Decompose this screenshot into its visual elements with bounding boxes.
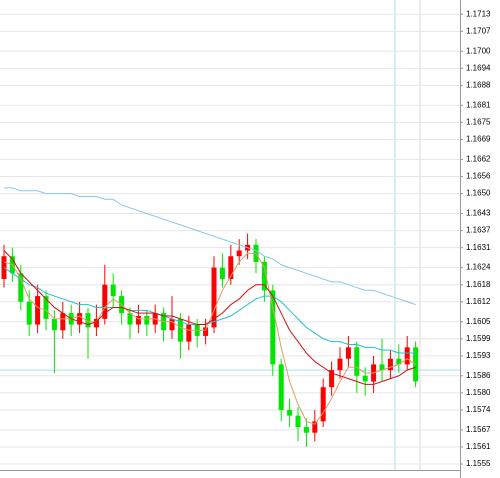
candle-body xyxy=(387,358,393,371)
moving-average xyxy=(4,187,416,306)
candle-body xyxy=(261,261,267,291)
candle-body xyxy=(303,427,309,433)
moving-average xyxy=(3,267,416,354)
y-tick-label: 1.1700 xyxy=(466,46,491,55)
candle-body xyxy=(329,370,335,388)
candle-body xyxy=(270,290,276,365)
candle-body xyxy=(18,273,24,302)
candle-body xyxy=(236,250,242,257)
candle-body xyxy=(219,267,225,279)
y-tick-label: 1.1707 xyxy=(466,26,491,35)
candle-body xyxy=(51,318,57,331)
y-tick-label: 1.1662 xyxy=(466,155,491,164)
y-tick-label: 1.1567 xyxy=(466,425,491,434)
candle-body xyxy=(396,358,402,365)
candle-body xyxy=(404,347,410,365)
y-tick-label: 1.1631 xyxy=(466,243,491,252)
candle-body xyxy=(60,313,66,331)
candle-body xyxy=(127,313,133,325)
moving-average xyxy=(3,252,416,425)
candle-body xyxy=(43,296,49,319)
y-tick-label: 1.1612 xyxy=(466,297,491,306)
candle-body xyxy=(278,364,284,410)
candle-body xyxy=(379,364,385,371)
y-tick-label: 1.1605 xyxy=(466,317,491,326)
candle-body xyxy=(295,415,301,428)
candle-body xyxy=(102,284,108,319)
candle-body xyxy=(135,316,141,325)
candle-body xyxy=(287,409,293,416)
candle-body xyxy=(93,318,99,328)
y-tick-label: 1.1713 xyxy=(466,9,491,18)
y-tick-label: 1.1586 xyxy=(466,371,491,380)
candle-body xyxy=(110,284,116,297)
candle-body xyxy=(35,296,41,325)
y-tick-label: 1.1593 xyxy=(466,351,491,360)
y-tick-label: 1.1643 xyxy=(466,209,491,218)
candle-body xyxy=(169,318,175,331)
y-tick-label: 1.1650 xyxy=(466,189,491,198)
candle-body xyxy=(177,318,183,342)
candle-body xyxy=(320,387,326,422)
candle-body xyxy=(26,301,32,325)
candle-body xyxy=(186,324,192,342)
candle-body xyxy=(362,375,368,382)
y-tick-label: 1.1694 xyxy=(466,63,491,72)
y-tick-label: 1.1574 xyxy=(466,405,491,414)
y-tick-label: 1.1618 xyxy=(466,280,491,289)
y-tick-label: 1.1555 xyxy=(466,459,491,468)
candle-body xyxy=(312,421,318,433)
y-tick-label: 1.1637 xyxy=(466,226,491,235)
y-tick-label: 1.1688 xyxy=(466,81,491,90)
candle-body xyxy=(354,347,360,376)
y-tick-label: 1.1561 xyxy=(466,442,491,451)
y-tick-label: 1.1669 xyxy=(466,135,491,144)
candle-body xyxy=(228,256,234,279)
candle-body xyxy=(345,347,351,359)
y-tick-label: 1.1624 xyxy=(466,263,491,272)
candle-body xyxy=(203,327,209,336)
y-tick-label: 1.1580 xyxy=(466,388,491,397)
y-tick-label: 1.1656 xyxy=(466,172,491,181)
candle-body xyxy=(211,267,217,328)
candle-body xyxy=(144,316,150,325)
moving-average xyxy=(3,250,416,385)
y-tick-label: 1.1675 xyxy=(466,118,491,127)
candle-body xyxy=(337,358,343,371)
y-tick-label: 1.1681 xyxy=(466,100,491,109)
candle-body xyxy=(77,313,83,325)
y-tick-label: 1.1599 xyxy=(466,334,491,343)
candle-body xyxy=(85,313,91,328)
